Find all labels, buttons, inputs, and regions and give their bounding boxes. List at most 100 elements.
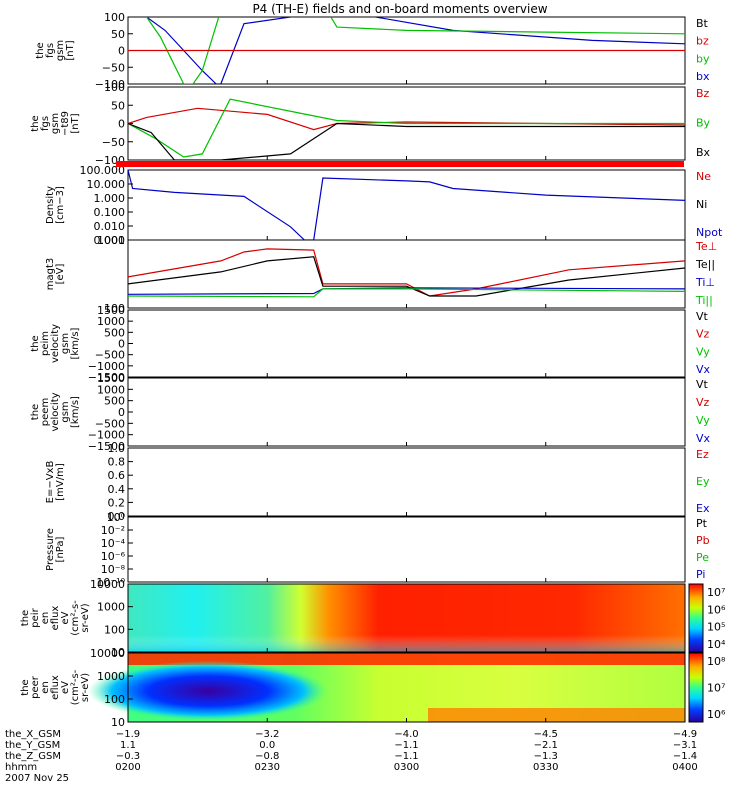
y-tick-label: 10⁻⁴ <box>101 537 126 550</box>
y-tick-label: 100 <box>104 302 125 315</box>
y-axis-label: [cm−3] <box>55 186 66 224</box>
y-tick-label: 0 <box>118 338 125 351</box>
y-tick-label: 500 <box>104 395 125 408</box>
legend-Vy: Vy <box>696 414 710 427</box>
y-tick-label: 0.100 <box>94 206 126 219</box>
legend-Pi: Pi <box>696 568 705 581</box>
y-axis-label: [mV/m] <box>55 463 66 501</box>
y-tick-label: 10⁻¹⁰ <box>96 576 125 589</box>
legend-Vx: Vx <box>696 363 711 376</box>
legend-bx: bx <box>696 70 710 83</box>
y-tick-label: 10 <box>111 716 125 729</box>
x-row-value: 0300 <box>394 762 419 773</box>
colorbar-label: 10⁷ <box>707 586 725 599</box>
y-tick-label: 0.2 <box>108 496 126 509</box>
colorbar-label: 10⁴ <box>707 638 726 651</box>
legend-Bx: Bx <box>696 146 711 159</box>
y-axis-label: the <box>30 404 41 420</box>
y-axis-label: gsm <box>50 113 61 134</box>
y-tick-label: 100 <box>104 693 125 706</box>
series-Te⊥ <box>128 248 685 297</box>
x-row-value: 0200 <box>115 762 140 773</box>
panel-frame <box>127 516 686 583</box>
y-axis-label: E=−VxB <box>45 461 56 504</box>
y-tick-label: 100 <box>104 11 125 24</box>
x-row-value: −1.4 <box>673 751 697 762</box>
y-axis-label: the <box>30 335 41 351</box>
legend-Pt: Pt <box>696 517 708 530</box>
y-axis-label: peim <box>40 331 51 356</box>
legend-Vx: Vx <box>696 432 711 445</box>
x-row-value: 0230 <box>255 762 280 773</box>
series-By <box>128 98 685 158</box>
y-axis-label: the <box>20 679 31 695</box>
x-row-value: −3.2 <box>255 729 279 740</box>
panel-temperature: 1000 100 magt3 [eV] Te⊥ Te|| Ti⊥ Ti|| <box>45 234 717 315</box>
y-tick-label: 1000 <box>97 601 125 614</box>
spectrogram-peir-lowband <box>128 584 685 652</box>
y-axis-label: sr-eV) <box>80 673 91 702</box>
panel-frame <box>127 377 686 447</box>
y-tick-label: 10⁻⁶ <box>101 550 126 563</box>
y-axis-label: [nT] <box>65 40 76 60</box>
y-tick-label: 10000 <box>90 578 125 591</box>
legend-Npot: Npot <box>696 226 723 239</box>
series-Npot <box>128 170 685 240</box>
y-axis-label: the <box>30 115 41 131</box>
y-axis-label: peem <box>40 398 51 426</box>
x-row-label: hhmm <box>5 762 37 773</box>
legend-Ne: Ne <box>696 170 711 183</box>
y-tick-label: 1000 <box>97 315 125 328</box>
legend-Te||: Te|| <box>695 258 715 271</box>
legend-Pe: Pe <box>696 551 709 564</box>
y-tick-label: 0 <box>118 45 125 58</box>
y-tick-label: 10⁰ <box>107 511 126 524</box>
y-tick-label: 0 <box>118 118 125 131</box>
colorbar-label: 10⁵ <box>707 621 725 634</box>
y-tick-label: 0.4 <box>108 483 126 496</box>
y-axis-label: the <box>20 610 31 626</box>
panel-peir-eflux: 10000 1000 100 10 the peir en eflux eV (cm²-s-sr-… <box>20 578 726 659</box>
series-Bx <box>128 122 685 160</box>
y-tick-label: 50 <box>111 28 125 41</box>
panel-frame <box>127 447 686 517</box>
y-tick-label: 0.010 <box>94 220 126 233</box>
y-tick-label: 0.001 <box>94 234 126 247</box>
y-tick-label: 1500 <box>97 372 125 385</box>
y-axis-label: en <box>40 612 51 625</box>
y-axis-label: fgs <box>40 116 51 131</box>
y-tick-label: 50 <box>111 99 125 112</box>
y-tick-label: 10 <box>111 646 125 659</box>
y-tick-label: −500 <box>95 349 125 362</box>
x-row-value: −4.9 <box>673 729 697 740</box>
legend-Te⊥: Te⊥ <box>695 240 717 253</box>
x-row-label: the_Z_GSM <box>5 751 61 762</box>
y-tick-label: 1000 <box>97 234 125 247</box>
y-axis-label: Density <box>45 186 56 224</box>
x-row-value: −4.0 <box>394 729 418 740</box>
y-tick-label: −1500 <box>88 371 125 384</box>
x-row-value: −1.9 <box>116 729 140 740</box>
y-axis-label: velocity <box>50 324 61 363</box>
x-row-value: −0.8 <box>255 751 279 762</box>
legend-Pb: Pb <box>696 534 710 547</box>
panel-peer-eflux: 10000 1000 100 10 the peer en eflux eV (cm²-s-sr-… <box>20 647 726 729</box>
y-axis-label: magt3 <box>45 258 56 291</box>
y-tick-label: 0 <box>118 406 125 419</box>
x-row-value: −1.3 <box>534 751 558 762</box>
x-row-value: 1.1 <box>120 740 136 751</box>
y-tick-label: 100 <box>104 81 125 94</box>
y-axis-label: fgs <box>45 43 56 58</box>
y-tick-label: 0.6 <box>108 469 126 482</box>
y-tick-label: 1.0 <box>108 442 126 455</box>
colorbar-label: 10⁶ <box>707 603 726 616</box>
y-tick-label: 500 <box>104 326 125 339</box>
legend-bz: bz <box>696 35 709 48</box>
y-tick-label: 10⁻² <box>101 524 125 537</box>
x-row-value: −0.3 <box>116 751 140 762</box>
y-axis-label: eV <box>60 611 71 624</box>
legend-Ti⊥: Ti⊥ <box>695 276 715 289</box>
